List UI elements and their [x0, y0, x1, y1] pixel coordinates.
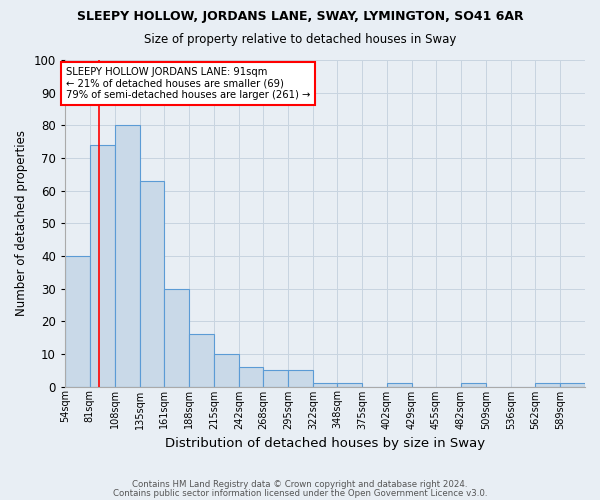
Bar [65, 256, 90, 386]
Bar [560, 383, 585, 386]
Bar [337, 383, 362, 386]
Bar [115, 126, 140, 386]
Bar [263, 370, 288, 386]
Bar [288, 370, 313, 386]
Bar [214, 354, 239, 386]
Y-axis label: Number of detached properties: Number of detached properties [15, 130, 28, 316]
Bar [239, 367, 263, 386]
Bar [90, 145, 115, 386]
Bar [313, 383, 337, 386]
Text: Contains public sector information licensed under the Open Government Licence v3: Contains public sector information licen… [113, 489, 487, 498]
Bar [535, 383, 560, 386]
Bar [164, 288, 189, 386]
X-axis label: Distribution of detached houses by size in Sway: Distribution of detached houses by size … [165, 437, 485, 450]
Bar [461, 383, 486, 386]
Text: SLEEPY HOLLOW JORDANS LANE: 91sqm
← 21% of detached houses are smaller (69)
79% : SLEEPY HOLLOW JORDANS LANE: 91sqm ← 21% … [66, 66, 310, 100]
Bar [189, 334, 214, 386]
Bar [140, 181, 164, 386]
Text: SLEEPY HOLLOW, JORDANS LANE, SWAY, LYMINGTON, SO41 6AR: SLEEPY HOLLOW, JORDANS LANE, SWAY, LYMIN… [77, 10, 523, 23]
Text: Contains HM Land Registry data © Crown copyright and database right 2024.: Contains HM Land Registry data © Crown c… [132, 480, 468, 489]
Text: Size of property relative to detached houses in Sway: Size of property relative to detached ho… [144, 32, 456, 46]
Bar [387, 383, 412, 386]
